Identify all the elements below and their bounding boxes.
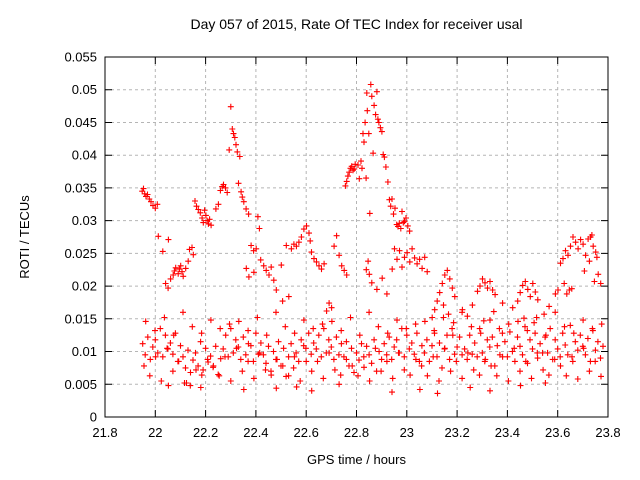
x-tick-label: 21.8 bbox=[92, 425, 117, 440]
y-tick-label: 0.03 bbox=[72, 213, 97, 228]
y-tick-label: 0.01 bbox=[72, 344, 97, 359]
x-tick-label: 22.4 bbox=[243, 425, 268, 440]
y-tick-label: 0.05 bbox=[72, 82, 97, 97]
y-tick-label: 0.02 bbox=[72, 279, 97, 294]
y-tick-label: 0.035 bbox=[64, 180, 97, 195]
x-axis-title: GPS time / hours bbox=[307, 452, 406, 467]
x-tick-label: 23.8 bbox=[595, 425, 620, 440]
y-tick-label: 0.04 bbox=[72, 148, 97, 163]
x-tick-label: 23.4 bbox=[495, 425, 520, 440]
grid-lines bbox=[105, 57, 608, 417]
y-tick-label: 0 bbox=[90, 410, 97, 425]
x-tick-label: 22.6 bbox=[294, 425, 319, 440]
plot-border bbox=[104, 56, 609, 418]
y-tick-label: 0.055 bbox=[64, 50, 97, 65]
x-tick-label: 23.6 bbox=[545, 425, 570, 440]
chart-title: Day 057 of 2015, Rate Of TEC Index for r… bbox=[190, 16, 523, 32]
x-tick-label: 22.2 bbox=[193, 425, 218, 440]
y-tick-label: 0.045 bbox=[64, 115, 97, 130]
x-tick-label: 22 bbox=[148, 425, 162, 440]
scatter-points bbox=[139, 81, 606, 397]
x-tick-label: 23 bbox=[400, 425, 414, 440]
y-tick-label: 0.025 bbox=[64, 246, 97, 261]
y-tick-label: 0.015 bbox=[64, 311, 97, 326]
x-tick-label: 23.2 bbox=[444, 425, 469, 440]
x-tick-label: 22.8 bbox=[344, 425, 369, 440]
y-tick-label: 0.005 bbox=[64, 377, 97, 392]
